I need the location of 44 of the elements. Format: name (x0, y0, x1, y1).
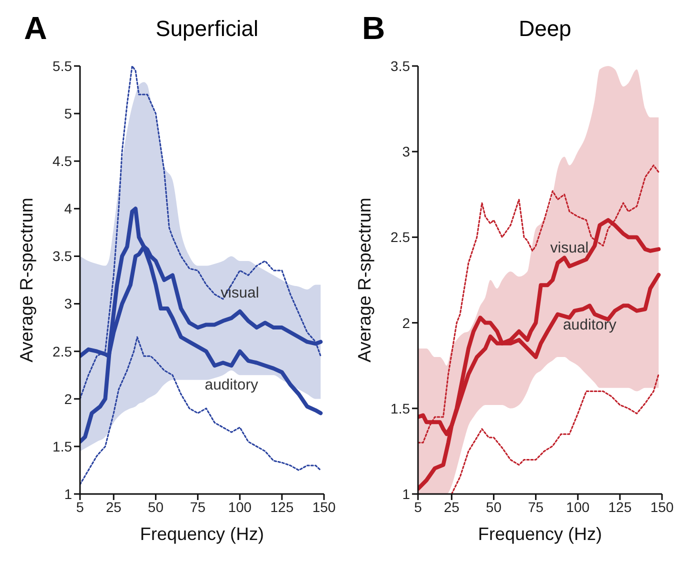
y-axis-title: Average R-spectrum (16, 198, 36, 362)
y-tick-label: 3 (402, 144, 410, 160)
line-series (418, 164, 660, 444)
y-tick-label: 1 (64, 486, 72, 502)
y-axis-title: Average R-spectrum (354, 198, 374, 362)
x-tick-label: 25 (106, 498, 122, 515)
x-tick-label: 5 (414, 498, 422, 515)
y-tick-label: 2.5 (390, 229, 410, 246)
x-axis-title: Frequency (Hz) (478, 524, 602, 544)
series-label: auditory (562, 316, 617, 334)
x-tick-label: 125 (608, 498, 632, 515)
y-tick-label: 5 (64, 106, 72, 122)
y-tick-label: 2.5 (52, 343, 72, 360)
y-tick-label: 1 (402, 486, 410, 502)
text: A (24, 10, 48, 47)
y-tick-label: 2 (402, 314, 410, 331)
x-tick-label: 25 (444, 498, 460, 515)
y-tick-label: 1.5 (52, 438, 72, 454)
series-label: auditory (204, 376, 259, 394)
x-tick-label: 100 (228, 498, 252, 515)
x-tick-label: 75 (190, 498, 206, 515)
y-tick-label: 3.5 (390, 58, 410, 74)
y-tick-label: 4 (64, 200, 72, 217)
chart-title: Deep (518, 16, 572, 42)
x-tick-label: 100 (566, 498, 590, 515)
x-tick-label: 75 (528, 498, 544, 515)
text: B (362, 10, 386, 47)
y-tick-label: 5.5 (52, 58, 72, 74)
x-tick-label: 125 (270, 498, 294, 515)
x-tick-label: 150 (650, 498, 674, 515)
x-tick-label: 150 (312, 498, 336, 515)
y-tick-label: 3 (64, 296, 72, 312)
y-tick-label: 1.5 (390, 400, 410, 416)
line-series (80, 336, 322, 486)
line-series (450, 373, 660, 494)
y-tick-label: 3.5 (52, 248, 72, 264)
chart-title: Superficial (154, 16, 260, 42)
series-label: visual (550, 239, 589, 256)
y-tick-label: 4.5 (52, 153, 72, 170)
x-tick-label: 50 (486, 498, 502, 515)
x-tick-label: 50 (148, 498, 164, 515)
y-tick-label: 2 (64, 390, 72, 407)
x-tick-label: 5 (76, 498, 84, 515)
x-axis-title: Frequency (Hz) (140, 524, 264, 544)
